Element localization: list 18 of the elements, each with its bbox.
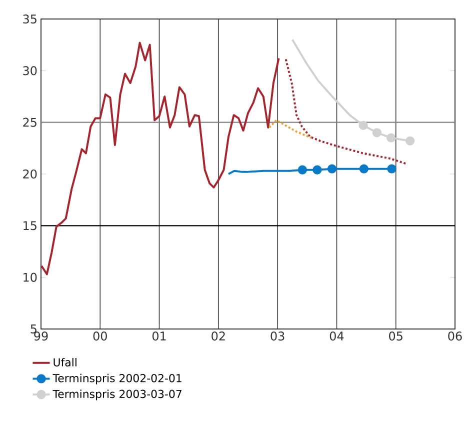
legend-label: Ufall	[54, 358, 76, 366]
legend-label: Terminspris 2003-03-07	[52, 390, 182, 400]
x-tick-label: 03	[270, 332, 284, 341]
y-tick-label: 25	[23, 118, 36, 127]
legend-label: Terminspris 2002-02-01	[52, 374, 182, 384]
y-tick-label: 15	[24, 221, 36, 230]
x-tick-label: 00	[93, 332, 107, 341]
x-tick-label: 06	[448, 332, 462, 341]
y-tick-label: 20	[23, 169, 37, 179]
y-tick-label: 10	[24, 272, 37, 282]
x-tick-label: 01	[152, 332, 166, 341]
y-tick-label: 30	[23, 66, 37, 76]
x-tick-label: 02	[212, 332, 225, 341]
y-tick-label: 5	[30, 324, 36, 334]
x-tick-label: 04	[330, 332, 344, 341]
y-tick-label: 35	[23, 14, 36, 24]
x-tick-label: 99	[34, 332, 48, 341]
x-tick-label: 05	[389, 332, 402, 341]
